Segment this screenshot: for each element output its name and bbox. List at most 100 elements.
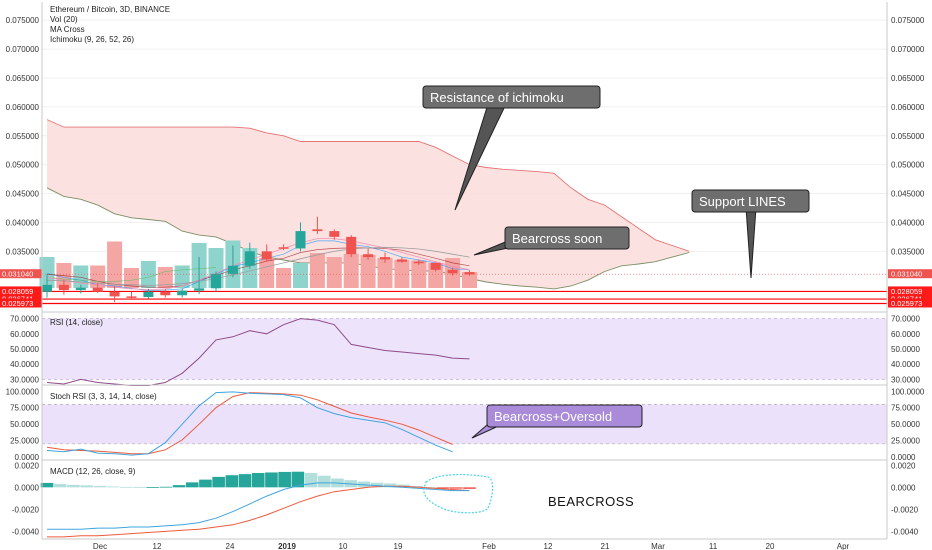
left-price-axis[interactable]: 0.075000 0.070000 0.065000 0.060000 0.055000… [0,16,42,308]
macd-histogram-bar[interactable] [93,486,107,488]
candle-body[interactable] [194,288,205,291]
macd-signal-line[interactable] [47,485,470,538]
volume-bar[interactable] [174,265,190,289]
candle-body[interactable] [413,261,424,264]
stoch-rsi-legend[interactable]: Stoch RSI (3, 3, 14, 14, close) [50,392,157,401]
macd-histogram-bar[interactable] [423,487,437,488]
rsi-legend[interactable]: RSI (14, close) [50,318,103,327]
candle-body[interactable] [126,296,137,298]
stoch-d-line[interactable] [46,392,453,455]
candle-body[interactable] [363,254,374,258]
candle-body[interactable] [447,269,458,274]
price-tag[interactable]: 0.025973 [891,299,922,308]
volume-bar[interactable] [343,254,359,288]
price-tag[interactable]: 0.028059 [891,287,922,296]
volume-bar[interactable] [276,268,292,288]
bearcross-soon-callout[interactable]: Bearcross soon [473,226,630,256]
volume-bar[interactable] [259,258,275,288]
macd-legend[interactable]: MACD (12, 26, close, 9) [50,467,136,476]
volume-bar[interactable] [157,267,173,288]
price-tag[interactable]: 0.031040 [891,270,922,279]
bearcross-label[interactable]: BEARCROSS [548,494,634,509]
volume-bar[interactable] [293,263,308,288]
candle-body[interactable] [346,236,357,255]
macd-histogram-bar[interactable] [199,479,212,488]
ichimoku-lagging-line[interactable] [46,267,217,282]
candle-body[interactable] [312,229,323,232]
macd-histogram-bar[interactable] [383,483,397,488]
rsi-pane[interactable]: 70.0000 70.0000 60.0000 60.0000 50.0000 50.00… [10,315,920,386]
main-pane[interactable] [39,2,888,312]
candle-body[interactable] [92,287,103,292]
ma-slow-line[interactable] [46,246,470,286]
bearcross-oversold-callout[interactable]: Bearcross+Oversold [471,404,643,439]
candle-body[interactable] [177,290,188,296]
macd-histogram-bar[interactable] [291,471,305,488]
time-axis[interactable]: Dec 12 24 2019 10 19 Feb 12 21 Mar 11 20 Apr [93,542,850,550]
macd-cross-highlight[interactable] [423,473,494,514]
candle-body[interactable] [380,257,390,260]
macd-histogram-bar[interactable] [251,473,265,488]
symbol-legend[interactable]: Ethereum / Bitcoin, 3D, BINANCE [50,5,170,14]
resistance-callout[interactable]: Resistance of ichimoku [422,85,601,211]
volume-bar[interactable] [309,253,325,288]
support-callout[interactable]: Support LINES [691,189,810,279]
macd-histogram-bar[interactable] [146,487,159,488]
macd-histogram-bar[interactable] [185,482,199,488]
volume-bar[interactable] [394,260,410,288]
stoch-k-line[interactable] [46,391,453,456]
macd-histogram-bar[interactable] [212,476,225,488]
right-price-axis[interactable]: 0.075000 0.070000 0.065000 0.060000 0.055000… [888,16,932,308]
candle-body[interactable] [329,231,340,237]
macd-histogram-bar[interactable] [53,484,67,488]
ma-fast-line[interactable] [46,238,470,290]
macd-histogram-bar[interactable] [370,482,384,488]
macd-histogram-bar[interactable] [67,484,80,488]
candle-body[interactable] [430,262,441,270]
price-tag[interactable]: 0.025973 [2,299,33,308]
candle-body[interactable] [143,291,154,297]
volume-bar[interactable] [326,257,342,288]
volume-bar[interactable] [411,260,427,289]
volume-bar[interactable] [360,255,376,288]
macd-histogram-bar[interactable] [225,475,239,488]
macd-line[interactable] [47,482,470,530]
candle-body[interactable] [295,231,306,249]
candle-body[interactable] [211,273,221,289]
volume-legend[interactable]: Vol (20) [50,15,78,24]
candle-body[interactable] [109,291,120,297]
candle-body[interactable] [396,259,407,262]
candle-body[interactable] [227,265,238,274]
candle-body[interactable] [58,284,69,291]
stoch-rsi-pane[interactable]: 100.0000 100.0000 75.0000 75.0000 50.0000 50.… [6,387,925,462]
macd-histogram-bar[interactable] [172,485,186,488]
candle-body[interactable] [42,284,52,292]
macd-histogram-bar[interactable] [40,482,54,488]
macd-histogram-bar[interactable] [80,485,93,488]
price-tag[interactable]: 0.028059 [2,287,33,296]
volume-bar[interactable] [377,258,393,288]
candle-body[interactable] [75,287,86,291]
macd-histogram-bar[interactable] [238,474,252,488]
macd-histogram-bar[interactable] [436,487,450,489]
ichimoku-legend[interactable]: Ichimoku (9, 26, 52, 26) [50,35,134,44]
macd-histogram-bar[interactable] [106,486,120,488]
ichimoku-span-a[interactable] [46,119,690,252]
candle-body[interactable] [464,272,475,275]
macd-histogram-bar[interactable] [119,486,133,488]
macd-pane[interactable]: 0.0020 0.0020 0.0000 0.0000 -0.0020 -0.0020 -0… [12,461,919,538]
macd-histogram-bar[interactable] [463,487,476,489]
rsi-line[interactable] [46,318,470,386]
candle-body[interactable] [261,251,272,260]
price-tag[interactable]: 0.031040 [2,270,33,279]
candle-body[interactable] [244,251,255,266]
macd-histogram-bar[interactable] [159,486,173,488]
macd-histogram-bar[interactable] [265,472,278,488]
macd-histogram-bar[interactable] [317,475,331,488]
candle-body[interactable] [160,291,171,296]
ichimoku-conversion-line[interactable] [46,240,470,291]
candle-body[interactable] [278,247,289,249]
macd-histogram-bar[interactable] [449,487,463,489]
volume-bar[interactable] [462,272,477,288]
